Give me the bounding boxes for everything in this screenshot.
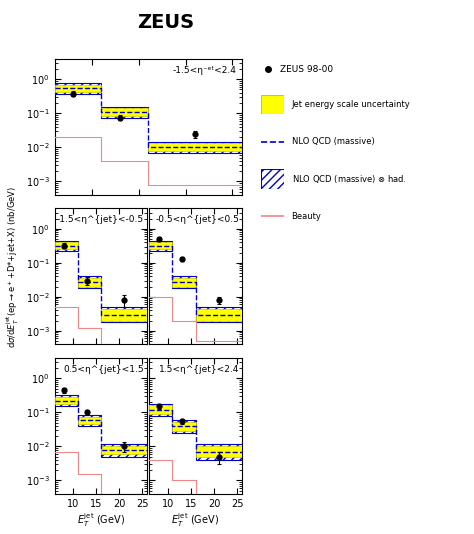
Bar xyxy=(149,242,173,249)
Bar xyxy=(78,415,100,426)
Bar xyxy=(195,446,242,457)
Bar xyxy=(55,395,78,406)
Text: 0.5<η^{jet}<1.5: 0.5<η^{jet}<1.5 xyxy=(64,365,144,374)
Bar xyxy=(78,277,100,288)
Bar xyxy=(100,307,147,322)
Bar xyxy=(100,444,147,457)
Bar xyxy=(55,83,101,93)
Text: -1.5<η^{jet}<-0.5: -1.5<η^{jet}<-0.5 xyxy=(57,215,144,224)
Bar xyxy=(173,278,195,287)
Bar xyxy=(78,417,100,424)
Bar xyxy=(55,242,78,249)
Bar xyxy=(148,144,242,151)
Text: NLO QCD (massive) $\otimes$ had.: NLO QCD (massive) $\otimes$ had. xyxy=(292,173,406,185)
Bar xyxy=(149,405,173,414)
Text: 1.5<η^{jet}<2.4: 1.5<η^{jet}<2.4 xyxy=(159,365,239,374)
Bar xyxy=(149,404,173,415)
Bar xyxy=(173,422,195,431)
X-axis label: $E_T^{\rm jet}$ (GeV): $E_T^{\rm jet}$ (GeV) xyxy=(172,512,219,529)
Bar xyxy=(173,420,195,433)
Bar xyxy=(55,240,78,251)
X-axis label: $E_T^{\rm jet}$ (GeV): $E_T^{\rm jet}$ (GeV) xyxy=(77,512,125,529)
Text: Beauty: Beauty xyxy=(292,212,321,221)
Text: NLO QCD (massive): NLO QCD (massive) xyxy=(292,137,374,146)
Bar xyxy=(78,278,100,287)
Bar xyxy=(149,240,173,251)
Text: -0.5<η^{jet}<0.5: -0.5<η^{jet}<0.5 xyxy=(155,215,239,224)
Text: Jet energy scale uncertainty: Jet energy scale uncertainty xyxy=(292,100,410,108)
Bar xyxy=(195,307,242,322)
Bar xyxy=(100,309,147,320)
Text: d$\sigma$/d$E_T^{\rm jet}$(ep$\rightarrow$e$^+$+D*+jet+X) (nb/GeV): d$\sigma$/d$E_T^{\rm jet}$(ep$\rightarro… xyxy=(5,186,21,348)
Text: -1.5<η⁻ᵉᵗ<2.4: -1.5<η⁻ᵉᵗ<2.4 xyxy=(172,66,236,75)
Bar xyxy=(55,85,101,92)
Bar xyxy=(173,277,195,288)
Text: ZEUS 98-00: ZEUS 98-00 xyxy=(280,65,333,74)
Bar xyxy=(195,309,242,320)
Text: ZEUS: ZEUS xyxy=(137,13,194,33)
Bar xyxy=(101,107,148,117)
Bar xyxy=(195,444,242,460)
Bar xyxy=(100,446,147,454)
Bar xyxy=(55,397,78,404)
Bar xyxy=(101,108,148,116)
Bar xyxy=(148,143,242,153)
